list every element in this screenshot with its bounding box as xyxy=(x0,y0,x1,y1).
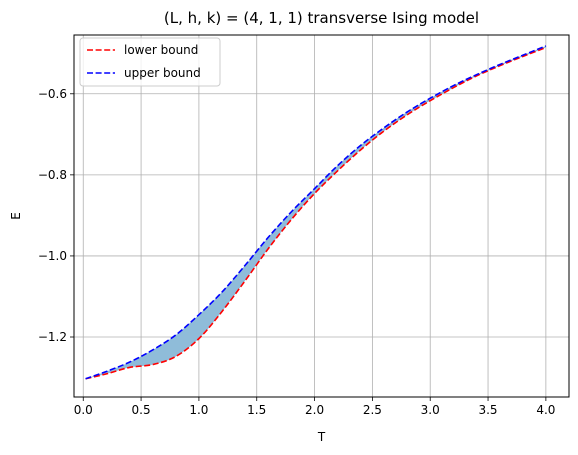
y-tick-label: −0.6 xyxy=(38,87,67,101)
x-tick-label: 3.5 xyxy=(478,403,497,417)
chart-title: (L, h, k) = (4, 1, 1) transverse Ising m… xyxy=(164,9,479,27)
y-tick-label: −0.8 xyxy=(38,168,67,182)
x-tick-label: 1.0 xyxy=(189,403,208,417)
x-tick-label: 2.0 xyxy=(305,403,324,417)
legend: lower bound upper bound xyxy=(79,37,221,87)
x-tick-label: 0.5 xyxy=(132,403,151,417)
series-line-lower-bound xyxy=(85,46,547,380)
legend-label-lower-bound: lower bound xyxy=(124,43,198,57)
series-line-upper-bound xyxy=(85,45,547,380)
y-tick-label: −1.0 xyxy=(38,249,67,263)
grid xyxy=(74,35,569,397)
x-tick-label: 1.5 xyxy=(247,403,266,417)
legend-label-upper-bound: upper bound xyxy=(124,66,201,80)
plot-frame xyxy=(73,34,570,398)
series-layer xyxy=(85,45,547,380)
x-axis-label: T xyxy=(317,430,326,444)
x-axis: 0.0 0.5 1.0 1.5 2.0 2.5 3.0 3.5 4.0 xyxy=(74,397,555,417)
x-tick-label: 3.0 xyxy=(421,403,440,417)
x-tick-label: 2.5 xyxy=(363,403,382,417)
y-axis-label: E xyxy=(9,212,23,220)
x-tick-label: 0.0 xyxy=(74,403,93,417)
y-axis: −1.2 −1.0 −0.8 −0.6 xyxy=(38,87,74,344)
y-tick-label: −1.2 xyxy=(38,330,67,344)
x-tick-label: 4.0 xyxy=(536,403,555,417)
